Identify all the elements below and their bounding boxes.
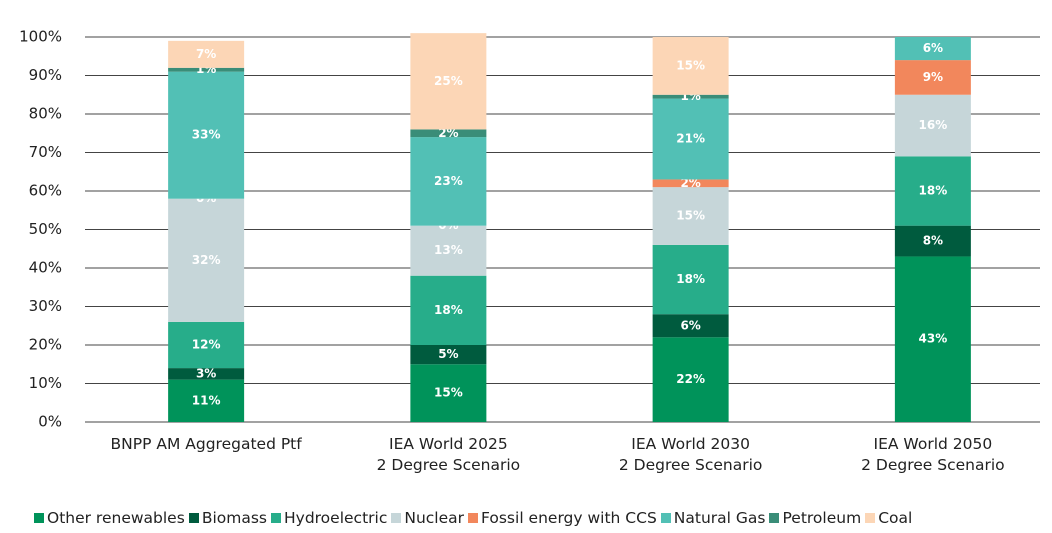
legend-swatch (34, 513, 44, 523)
data-label: 33% (192, 128, 221, 142)
data-label: 32% (192, 253, 221, 267)
bar-segment (652, 244, 729, 315)
data-label: 12% (192, 338, 221, 352)
y-tick-label: 100% (19, 28, 62, 46)
x-tick-label: IEA World 2025 2 Degree Scenario (376, 435, 521, 474)
legend-label: Natural Gas (673, 509, 766, 527)
data-label: 16% (919, 118, 948, 132)
bar-segment (652, 314, 729, 338)
data-label: 25% (434, 74, 463, 88)
bar-segment (410, 275, 487, 345)
legend-item: Natural Gas (660, 509, 766, 527)
bar-segment (894, 60, 971, 95)
legend-swatch (270, 513, 281, 523)
data-label: 18% (434, 303, 463, 317)
bar-segment (652, 337, 729, 422)
bar-segment (168, 321, 245, 369)
legend-item: Coal (865, 509, 912, 527)
legend-label: Other renewables (47, 509, 185, 527)
bar-segment (410, 225, 487, 276)
bar-segment (168, 368, 245, 380)
legend-label: Nuclear (404, 509, 465, 527)
x-tick-label: BNPP AM Aggregated Ptf (110, 435, 302, 453)
data-label: 9% (923, 70, 943, 84)
bar-segment (652, 187, 729, 245)
data-label: 7% (196, 47, 216, 61)
data-label: 23% (434, 174, 463, 188)
legend-label: Petroleum (782, 509, 862, 527)
legend-swatch (769, 513, 780, 523)
bar-segment (410, 364, 487, 422)
bar-segment (894, 256, 971, 422)
legend-item: Petroleum (769, 509, 861, 527)
x-tick-label: IEA World 2050 2 Degree Scenario (861, 435, 1005, 474)
bar-segment (894, 37, 971, 61)
bar-segment (168, 67, 245, 72)
data-label: 43% (919, 332, 948, 346)
data-label: 11% (192, 393, 221, 407)
legend-label: Coal (878, 509, 913, 527)
y-tick-label: 20% (29, 336, 62, 354)
bar-segment (652, 37, 729, 95)
y-tick-label: 0% (38, 413, 62, 431)
data-label: 3% (196, 366, 216, 380)
data-label: 15% (676, 209, 705, 223)
bar-segment (168, 40, 245, 68)
y-tick-label: 60% (29, 182, 62, 200)
legend-item: Biomass (188, 509, 267, 527)
y-tick-label: 10% (29, 374, 62, 392)
legend-swatch (188, 513, 199, 523)
x-tick-label: IEA World 2030 2 Degree Scenario (618, 435, 763, 474)
data-label: 5% (438, 347, 458, 361)
bar-segment (894, 94, 971, 157)
legend-swatch (468, 513, 479, 523)
data-label: 18% (676, 272, 705, 286)
bar-segment (894, 156, 971, 226)
bar-segment (652, 94, 729, 99)
legend-item: Nuclear (391, 509, 464, 527)
bar-segment (894, 225, 971, 257)
data-label: 13% (434, 243, 463, 257)
data-label: 6% (923, 41, 943, 55)
data-label: 18% (919, 184, 948, 198)
data-label: 22% (676, 372, 705, 386)
bar-segment (168, 379, 245, 422)
bar-segment (652, 98, 729, 180)
bar-segment (410, 137, 487, 226)
y-tick-label: 70% (29, 143, 62, 161)
y-tick-label: 30% (29, 297, 62, 315)
legend-swatch (391, 513, 402, 523)
bar-segment (410, 129, 487, 138)
legend-label: Biomass (201, 509, 267, 527)
data-label: 15% (676, 58, 705, 72)
y-tick-label: 50% (29, 220, 62, 238)
legend-item: Other renewables (34, 509, 185, 527)
y-tick-label: 40% (29, 259, 62, 277)
data-label: 21% (676, 132, 705, 146)
data-label: 6% (680, 318, 700, 332)
legend-swatch (865, 513, 876, 523)
legend: Other renewables Biomass Hydroelectric Nucl… (34, 509, 916, 527)
bar-segment (652, 179, 729, 188)
bar-segment (410, 345, 487, 365)
legend-swatch (660, 513, 671, 523)
y-tick-label: 80% (29, 105, 62, 123)
bar-segment (168, 198, 245, 322)
bar-segment (410, 33, 487, 130)
y-tick-label: 90% (29, 66, 62, 84)
data-label: 15% (434, 386, 463, 400)
data-label: 8% (923, 234, 943, 248)
legend-label: Fossil energy with CCS (481, 509, 657, 527)
legend-label: Hydroelectric (283, 509, 388, 527)
legend-item: Fossil energy with CCS (468, 509, 657, 527)
bar-segment (168, 71, 245, 199)
legend-item: Hydroelectric (270, 509, 388, 527)
